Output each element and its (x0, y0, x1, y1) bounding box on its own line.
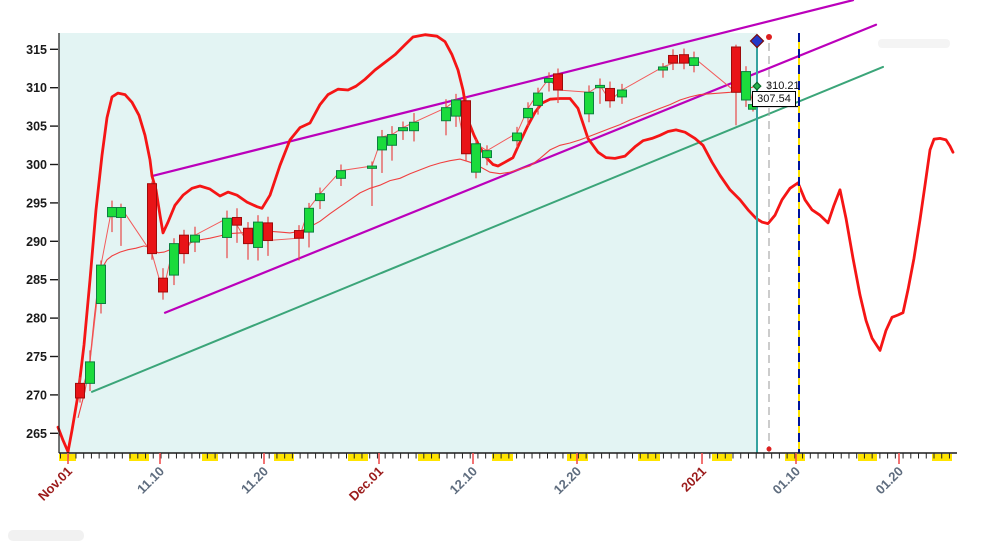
candle-up[interactable] (451, 99, 461, 117)
last-price-label: 307.54 (752, 91, 796, 107)
y-axis-label: 270 (26, 388, 47, 402)
candle-down[interactable] (179, 234, 189, 255)
weekend-highlight (712, 454, 732, 461)
candle-up[interactable] (315, 193, 325, 202)
red-band-line[interactable] (56, 33, 955, 454)
y-axis-label: 285 (26, 273, 47, 287)
candle-up[interactable] (336, 170, 346, 179)
red-dot-marker-bottom[interactable] (766, 446, 772, 452)
candle-up[interactable] (253, 221, 263, 248)
candle-up[interactable] (512, 132, 522, 142)
candle-up[interactable] (533, 92, 543, 106)
x-axis-label: Nov.01 (35, 464, 75, 504)
candle-up[interactable] (190, 234, 200, 243)
candle-down[interactable] (679, 54, 689, 64)
weekend-highlight (348, 454, 368, 461)
candle-down[interactable] (731, 46, 741, 93)
y-axis-label: 295 (26, 196, 47, 210)
ma-value-diamond[interactable] (752, 81, 762, 91)
candle-up[interactable] (595, 84, 605, 89)
candle-down[interactable] (158, 277, 168, 293)
candle-up[interactable] (471, 143, 481, 173)
candle-up[interactable] (85, 361, 95, 384)
weekend-highlight (274, 454, 294, 461)
candle-down[interactable] (243, 227, 253, 245)
candle-down[interactable] (461, 100, 471, 155)
weekend-highlight (129, 454, 149, 461)
candle-down[interactable] (668, 54, 678, 64)
weekend-highlight (638, 454, 660, 461)
candle-down[interactable] (147, 183, 157, 255)
candle-down[interactable] (605, 87, 615, 102)
candle-up[interactable] (169, 243, 179, 276)
weekend-highlight (492, 454, 513, 461)
candle-up[interactable] (377, 136, 387, 151)
candle-up[interactable] (741, 71, 751, 101)
candle-up[interactable] (398, 127, 408, 132)
x-axis-label: Dec.01 (346, 464, 386, 504)
candle-up[interactable] (523, 107, 533, 119)
candle-up[interactable] (96, 264, 106, 305)
candle-down[interactable] (553, 73, 563, 91)
weekend-highlight (858, 454, 877, 461)
candle-down[interactable] (294, 230, 304, 239)
x-axis-label: 12.20 (551, 464, 585, 498)
watermark-smudge-top (878, 39, 950, 48)
candle-down[interactable] (232, 216, 242, 226)
y-axis-label: 275 (26, 350, 47, 364)
ma-value-label: 310.21 (766, 80, 800, 92)
red-dot-marker-top[interactable] (766, 34, 772, 40)
weekend-highlight (418, 454, 440, 461)
candle-up[interactable] (387, 134, 397, 146)
y-axis-label: 280 (26, 312, 47, 326)
candle-up[interactable] (222, 217, 232, 238)
y-axis-label: 265 (26, 427, 47, 441)
y-axis-label: 290 (26, 235, 47, 249)
y-axis-label: 300 (26, 158, 47, 172)
candle-up[interactable] (116, 207, 126, 218)
green-trendline[interactable] (91, 65, 884, 393)
x-axis-label: 12.10 (447, 464, 481, 498)
candle-up[interactable] (689, 57, 699, 66)
y-axis-label: 315 (26, 43, 47, 57)
candle-down[interactable] (75, 382, 85, 399)
candle-up[interactable] (409, 121, 419, 132)
upper-magenta-trendline[interactable] (150, 0, 855, 178)
x-axis-label: 2021 (678, 464, 709, 495)
x-axis-label: 01.20 (873, 464, 907, 498)
candle-up[interactable] (304, 207, 314, 233)
candle-up[interactable] (658, 66, 668, 71)
candle-up[interactable] (544, 77, 554, 83)
candle-up[interactable] (367, 165, 377, 169)
y-axis-label: 305 (26, 120, 47, 134)
candles (75, 44, 758, 403)
x-axis-label: 11.20 (238, 464, 271, 497)
candle-up[interactable] (584, 91, 594, 115)
x-axis-label: 01.10 (770, 464, 804, 498)
candle-up[interactable] (482, 150, 492, 159)
blue-diamond-marker[interactable] (749, 33, 765, 49)
weekend-highlight (202, 454, 218, 461)
plot-area-background[interactable] (59, 33, 758, 453)
candle-up[interactable] (617, 89, 627, 98)
watermark-smudge-bottom (8, 530, 84, 541)
x-axis-label: 11.10 (134, 464, 167, 497)
candle-up[interactable] (107, 207, 117, 218)
candle-down[interactable] (263, 222, 273, 242)
y-axis-label: 310 (26, 81, 47, 95)
candle-up[interactable] (441, 107, 451, 122)
